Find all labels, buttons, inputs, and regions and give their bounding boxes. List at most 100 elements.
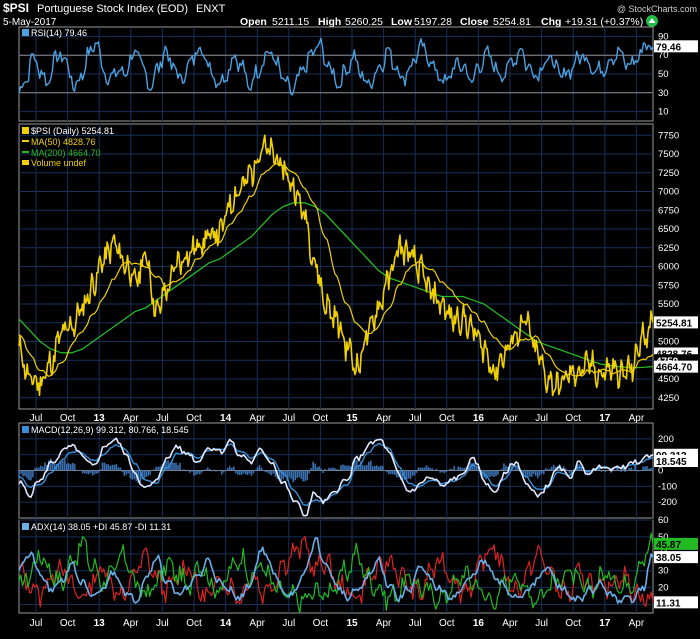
- x-tick-label: Apr: [502, 618, 518, 629]
- svg-text:45.87: 45.87: [656, 540, 681, 551]
- y-tick-label: 10: [658, 107, 669, 118]
- x-tick-label: Oct: [439, 618, 455, 629]
- price-legend-ma50: MA(50) 4828.76: [31, 137, 96, 147]
- y-tick-label: 6000: [658, 262, 679, 273]
- open-value: 5211.15: [272, 16, 309, 28]
- macd-hist-last-tag: 18.545: [654, 455, 698, 468]
- macd-legend-text: MACD(12,26,9) 99.312, 80.766, 18.545: [31, 425, 189, 435]
- close-value: 5254.81: [493, 16, 531, 28]
- ma50-line: [18, 163, 654, 377]
- y-tick-label: 5000: [658, 337, 679, 348]
- plus-di-last-tag: 45.87: [654, 537, 698, 551]
- x-tick-label: 14: [220, 618, 232, 629]
- high-label: High: [318, 16, 341, 28]
- y-tick-label: 7750: [658, 130, 679, 141]
- x-tick-label: Apr: [629, 618, 645, 629]
- copyright: @ StockCharts.com: [617, 4, 697, 14]
- x-tick-label: Oct: [313, 413, 329, 424]
- y-tick-label: 30: [658, 566, 669, 577]
- x-tick-label: 15: [346, 413, 358, 424]
- y-tick-label: 30: [658, 88, 669, 99]
- x-tick-label: 17: [599, 413, 611, 424]
- y-tick-label: 6500: [658, 224, 679, 235]
- chart-symbol: $PSI: [3, 1, 29, 15]
- x-tick-label: Jul: [156, 618, 169, 629]
- chart-name: Portuguese Stock Index (EOD): [37, 3, 188, 15]
- price-legend-volume: Volume undef: [31, 158, 87, 168]
- x-tick-label: Apr: [376, 618, 392, 629]
- y-tick-label: 6250: [658, 243, 679, 254]
- x-tick-label: Jul: [282, 618, 295, 629]
- y-tick-label: -100: [658, 481, 677, 492]
- chart-exchange: ENXT: [196, 3, 226, 15]
- minus-di-last-tag: 11.31: [654, 596, 698, 609]
- rsi-last-tag: 79.46: [654, 40, 698, 53]
- ma200-last-tag: 4664.70: [654, 360, 698, 374]
- x-tick-label: Jul: [409, 413, 422, 424]
- macd-signal-line: [18, 442, 654, 507]
- chart-date: 5-May-2017: [3, 17, 57, 28]
- y-tick-label: 4500: [658, 374, 679, 385]
- x-tick-label: Oct: [439, 413, 455, 424]
- x-tick-label: Jul: [282, 413, 295, 424]
- svg-text:5254.81: 5254.81: [656, 318, 693, 329]
- x-tick-label: Jul: [156, 413, 169, 424]
- ma200-line: [18, 202, 654, 369]
- adx-line: [18, 537, 654, 604]
- low-value: 5197.28: [414, 16, 452, 28]
- x-tick-label: 13: [94, 618, 106, 629]
- price-legend: $PSI (Daily) 5254.81 MA(50) 4828.76 MA(2…: [22, 126, 114, 168]
- x-tick-label: 17: [599, 618, 611, 629]
- y-tick-label: 0: [658, 466, 663, 477]
- up-arrow-icon: [646, 15, 658, 27]
- rsi-legend: RSI(14) 79.46: [22, 28, 87, 38]
- y-tick-label: 200: [658, 434, 674, 445]
- x-tick-label: Apr: [123, 618, 139, 629]
- x-tick-label: 16: [473, 413, 485, 424]
- x-tick-label: Jul: [30, 413, 43, 424]
- svg-text:38.05: 38.05: [656, 553, 681, 564]
- x-tick-label: Oct: [186, 618, 202, 629]
- y-tick-label: 5500: [658, 299, 679, 310]
- x-tick-label: Apr: [376, 413, 392, 424]
- y-tick-label: 7250: [658, 168, 679, 179]
- x-tick-label: Apr: [249, 618, 265, 629]
- x-tick-label: Jul: [535, 413, 548, 424]
- y-tick-label: 7000: [658, 187, 679, 198]
- price-legend-psi: $PSI (Daily) 5254.81: [31, 126, 114, 136]
- x-tick-label: 16: [473, 618, 485, 629]
- y-tick-label: 90: [658, 31, 669, 42]
- y-tick-label: 20: [658, 583, 669, 594]
- x-tick-label: Apr: [502, 413, 518, 424]
- low-label: Low: [391, 16, 413, 28]
- rsi-legend-text: RSI(14) 79.46: [31, 28, 87, 38]
- x-tick-label: Jul: [409, 618, 422, 629]
- plot-series: [18, 37, 654, 614]
- minus-di-line: [18, 535, 654, 608]
- y-tick-label: 60: [658, 515, 669, 526]
- price-last-tag: 5254.81: [654, 316, 698, 329]
- y-tick-label: 5750: [658, 280, 679, 291]
- macd-legend: MACD(12,26,9) 99.312, 80.766, 18.545: [22, 425, 189, 435]
- adx-legend: ADX(14) 38.05 +DI 45.87 -DI 11.31: [22, 522, 171, 532]
- x-tick-label: 14: [220, 413, 232, 424]
- x-tick-label: Oct: [186, 413, 202, 424]
- x-tick-label: Jul: [30, 618, 43, 629]
- chg-value: +19.31 (+0.37%): [565, 16, 643, 28]
- x-tick-label: Oct: [313, 618, 329, 629]
- price-legend-ma200: MA(200) 4664.70: [31, 148, 101, 158]
- x-tick-label: Apr: [629, 413, 645, 424]
- y-tick-label: 7500: [658, 149, 679, 160]
- y-tick-label: 6750: [658, 205, 679, 216]
- x-tick-label: Oct: [60, 413, 76, 424]
- plus-di-line: [18, 532, 654, 614]
- value-tags: 79.465254.814828.7647504664.7099.31218.5…: [654, 40, 698, 609]
- x-tick-label: Oct: [565, 413, 581, 424]
- open-label: Open: [240, 16, 267, 28]
- adx-last-tag: 38.05: [654, 551, 698, 564]
- x-tick-label: 13: [94, 413, 106, 424]
- x-tick-label: Oct: [60, 618, 76, 629]
- svg-text:79.46: 79.46: [656, 42, 681, 53]
- close-label: Close: [460, 16, 489, 28]
